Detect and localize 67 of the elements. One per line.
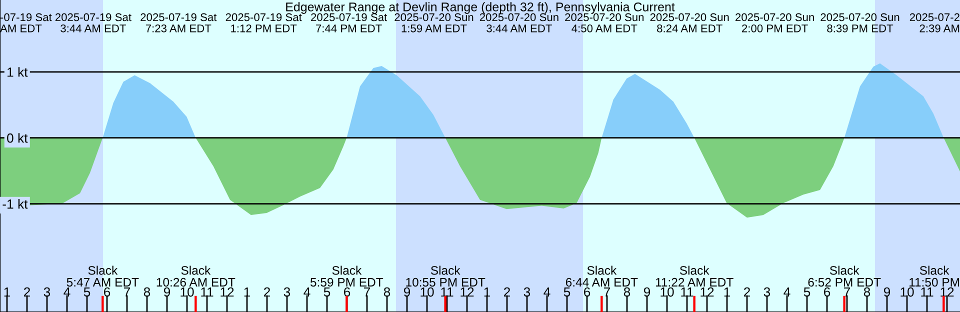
x-tick-label: 6	[824, 287, 830, 297]
x-tick-label: 8	[624, 287, 630, 297]
x-tick-label: 10	[900, 287, 914, 297]
x-tick-label: 2	[504, 287, 510, 297]
x-tick-label: 7	[124, 287, 130, 297]
y-tick-label: -1 kt	[2, 199, 28, 209]
x-tick-label: 11	[201, 287, 214, 297]
ref-line-label: Slack 11:50 PM	[910, 266, 959, 287]
x-tick-label: 10	[420, 287, 434, 297]
x-tick-label: 7	[844, 287, 850, 297]
x-tick-label: 4	[784, 287, 790, 297]
x-tick-label: 2	[264, 287, 270, 297]
ref-line-label: Slack 6:52 PM EDT	[808, 266, 881, 287]
ref-line-label: Slack 5:47 AM EDT	[66, 266, 139, 287]
x-tick-label: 11	[921, 287, 934, 297]
x-tick-label: 7	[604, 287, 610, 297]
x-tick-label: 5	[84, 287, 90, 297]
ref-line-label: Slack 10:55 PM EDT	[406, 266, 486, 287]
chart-title: Edgewater Range at Devlin Range (depth 32 ft), Pennsylvania Current	[286, 2, 675, 14]
x-tick-label: 4	[304, 287, 310, 297]
x-tick-label: 9	[884, 287, 890, 297]
annotation: 2025-07-20 Sun 1:59 AM EDT	[394, 13, 474, 32]
x-tick-label: 5	[324, 287, 330, 297]
x-tick-label: 10	[180, 287, 194, 297]
x-tick-label: 6	[584, 287, 590, 297]
annotation: 2025-07-19 Sat 3:44 AM EDT	[55, 13, 132, 32]
x-tick-label: 3	[764, 287, 770, 297]
x-tick-label: 12	[220, 287, 234, 297]
x-tick-label: 3	[44, 287, 50, 297]
x-tick-label: 9	[164, 287, 170, 297]
x-tick-label: 7	[364, 287, 370, 297]
ref-line-label: Slack 10:26 AM EDT	[156, 266, 236, 287]
annotation: 2025-07-20 Sun 3:44 AM EDT	[480, 13, 558, 32]
x-tick-label: 8	[864, 287, 870, 297]
ref-line-label: Slack 5:59 PM EDT	[310, 266, 384, 287]
x-tick-label: 9	[644, 287, 650, 297]
annotation: 2025-07-19 Sat 7:23 AM EDT	[140, 13, 217, 32]
annotation: -07-19 Sat AM EDT	[0, 13, 52, 32]
x-tick-label: 12	[460, 287, 474, 297]
x-tick-label: 9	[404, 287, 410, 297]
x-tick-label: 12	[940, 287, 954, 297]
x-tick-label: 6	[104, 287, 110, 297]
annotation: 2025-07-2 2:39 AM	[910, 13, 960, 32]
x-tick-label: 10	[660, 287, 674, 297]
x-tick-label: 12	[700, 287, 714, 297]
x-tick-label: 5	[564, 287, 570, 297]
annotation: 2025-07-20 Sun 8:39 PM EDT	[820, 13, 900, 32]
x-tick-label: 2	[24, 287, 30, 297]
y-tick-label: 0 kt	[7, 133, 28, 143]
annotation: 2025-07-19 Sat 7:44 PM EDT	[311, 13, 388, 32]
x-tick-label: 4	[64, 287, 70, 297]
ref-line-label: Slack 6:44 AM EDT	[566, 266, 638, 287]
x-tick-label: 11	[441, 287, 454, 297]
x-tick-label: 11	[681, 287, 694, 297]
annotation: 2025-07-20 Sun 2:00 PM EDT	[736, 13, 814, 32]
x-tick-label: 8	[144, 287, 150, 297]
annotation: 2025-07-20 Sun 8:24 AM EDT	[650, 13, 729, 32]
x-tick-label: 4	[544, 287, 550, 297]
annotation: 2025-07-20 Sun 4:50 AM EDT	[565, 13, 644, 32]
x-tick-label: 8	[384, 287, 390, 297]
x-tick-label: 3	[284, 287, 290, 297]
x-tick-label: 3	[524, 287, 530, 297]
x-tick-label: 5	[804, 287, 810, 297]
y-tick-label: 1 kt	[8, 67, 28, 77]
annotation: 2025-07-19 Sat 1:12 PM EDT	[226, 13, 302, 32]
x-tick-label: 2	[744, 287, 750, 297]
ref-line-label: Slack 11:22 AM EDT	[656, 266, 734, 286]
